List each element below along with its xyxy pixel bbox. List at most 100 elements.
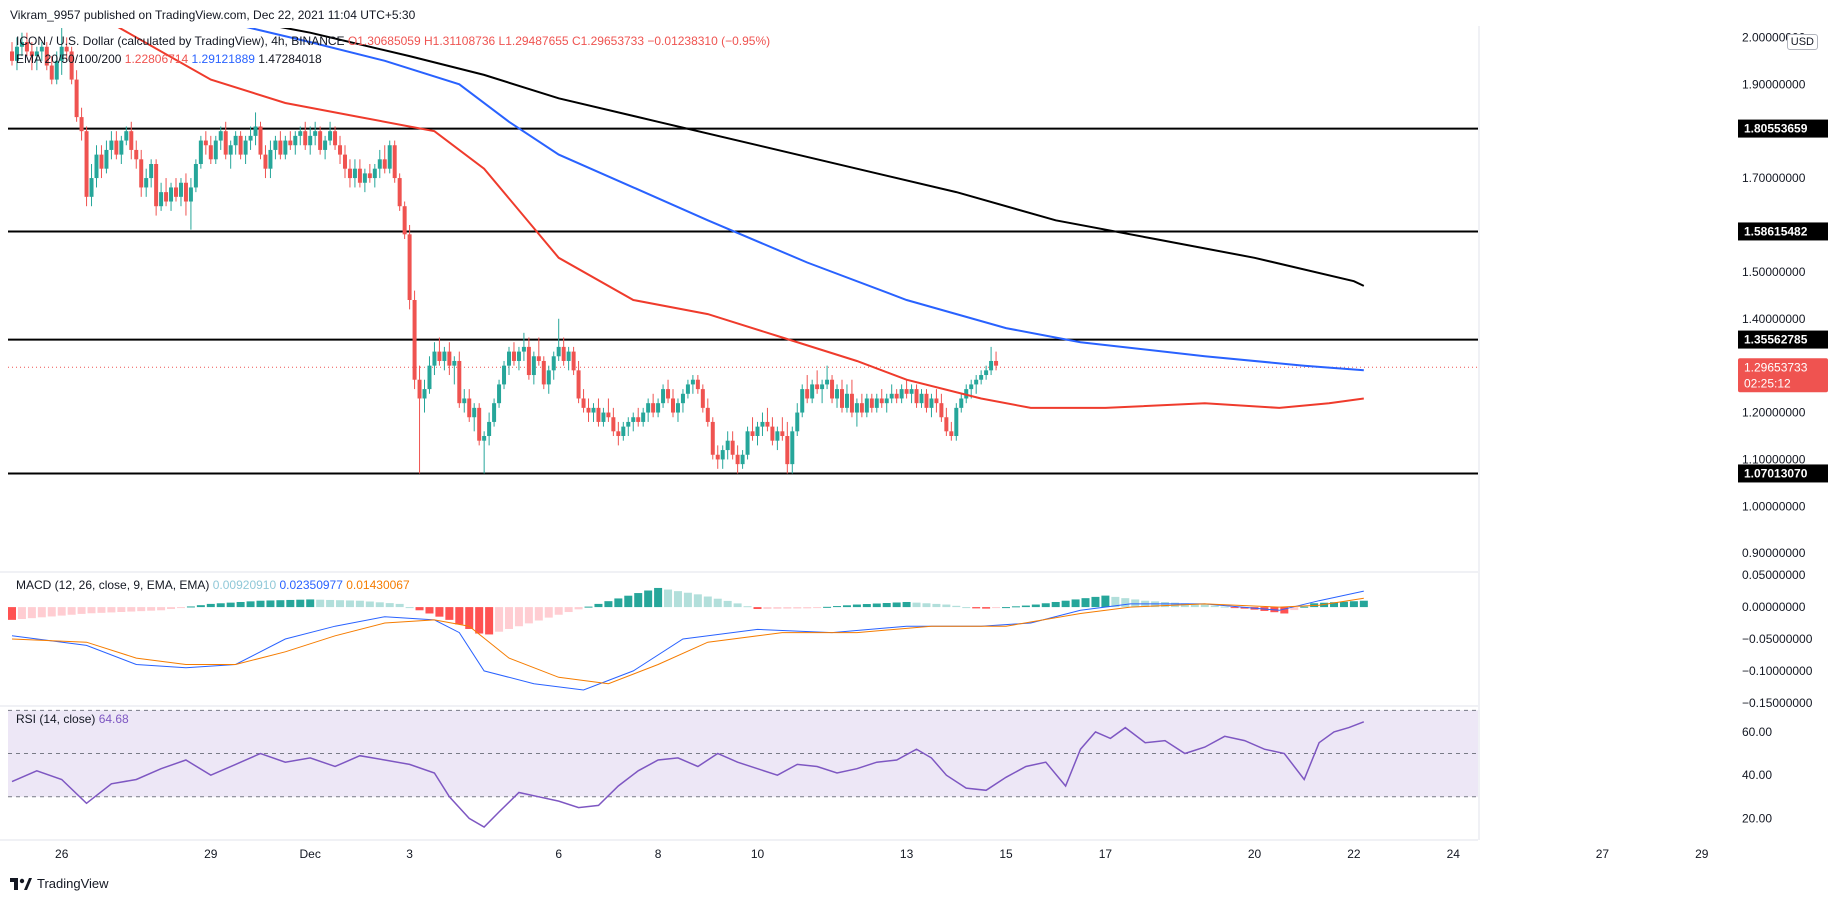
- macd-histogram-bar: [1339, 601, 1348, 608]
- candle-body: [223, 131, 228, 155]
- candle-body: [457, 360, 462, 404]
- candle-body: [467, 398, 472, 418]
- candle-body: [273, 140, 278, 150]
- candle-body: [198, 140, 203, 164]
- candle-body: [909, 389, 914, 394]
- candle-body: [472, 407, 477, 418]
- candle-body: [268, 149, 273, 169]
- candle-body: [521, 346, 526, 352]
- candle-body: [725, 440, 730, 451]
- macd-histogram-bar: [753, 607, 762, 610]
- candle-body: [328, 131, 333, 141]
- macd-histogram-bar: [544, 607, 553, 618]
- macd-histogram-bar: [902, 601, 911, 608]
- macd-histogram-bar: [932, 603, 941, 608]
- candle-body: [795, 412, 800, 432]
- candle-body: [979, 375, 984, 380]
- time-tick-label: 20: [1248, 847, 1262, 861]
- candle-body: [969, 384, 974, 390]
- candle-body: [422, 389, 427, 399]
- macd-histogram-bar: [1161, 601, 1170, 608]
- time-tick-label: 8: [655, 847, 662, 861]
- candle-body: [492, 403, 497, 422]
- candle-body: [432, 351, 437, 366]
- macd-histogram-bar: [37, 607, 46, 618]
- candle-body: [879, 398, 884, 404]
- macd-histogram-bar: [872, 603, 881, 608]
- macd-histogram-bar: [147, 607, 156, 611]
- macd-histogram-bar: [266, 600, 275, 608]
- candle-body: [780, 431, 785, 436]
- candle-body: [397, 178, 402, 207]
- time-tick-label: 10: [751, 847, 765, 861]
- candle-body: [874, 398, 879, 408]
- level-label: 1.35562785: [1744, 333, 1808, 347]
- macd-hist-value: 0.00920910: [212, 578, 277, 592]
- macd-histogram-bar: [1061, 600, 1070, 608]
- candle-body: [989, 360, 994, 371]
- macd-histogram-bar: [793, 607, 802, 609]
- candle-body: [427, 365, 432, 390]
- macd-histogram-bar: [206, 603, 215, 608]
- candle-body: [944, 417, 949, 432]
- candle-body: [586, 407, 591, 413]
- grid: [0, 26, 1480, 841]
- candle-body: [924, 393, 929, 408]
- candle-body: [49, 65, 54, 80]
- time-tick-label: 3: [406, 847, 413, 861]
- macd-histogram-bar: [226, 602, 235, 608]
- macd-histogram-bar: [475, 607, 484, 634]
- macd-histogram-bar: [1121, 598, 1130, 608]
- candle-body: [377, 159, 382, 169]
- candle-body: [452, 360, 457, 366]
- macd-histogram-bar: [336, 600, 345, 608]
- candle-body: [333, 131, 338, 146]
- macd-histogram-bar: [644, 590, 653, 608]
- candle-body: [164, 192, 169, 202]
- currency-badge[interactable]: USD: [1786, 34, 1818, 50]
- candle-body: [715, 454, 720, 460]
- candle-body: [144, 178, 149, 188]
- macd-histogram-bar: [1300, 606, 1309, 608]
- macd-histogram-bar: [415, 607, 424, 611]
- candle-body: [183, 182, 188, 202]
- candle-body: [34, 51, 39, 57]
- macd-histogram-bar: [783, 607, 792, 609]
- macd-histogram-bar: [117, 607, 126, 612]
- macd-histogram-bar: [833, 606, 842, 608]
- candle-body: [94, 154, 99, 179]
- candle-body: [884, 398, 889, 404]
- macd-histogram-bar: [1200, 604, 1209, 608]
- symbol-legend: ICON / U.S. Dollar (calculated by Tradin…: [16, 34, 770, 48]
- candle-body: [352, 168, 357, 179]
- candle-body: [661, 389, 666, 404]
- time-tick-label: 29: [204, 847, 218, 861]
- macd-pane: [8, 587, 1368, 691]
- candle-body: [447, 351, 452, 366]
- macd-histogram-bar: [167, 607, 176, 610]
- macd-histogram-bar: [375, 602, 384, 608]
- rsi-label: RSI (14, close): [16, 712, 96, 726]
- candle-body: [934, 398, 939, 404]
- candle-body: [84, 131, 89, 197]
- candle-body: [889, 393, 894, 399]
- candle-body: [188, 187, 193, 202]
- macd-histogram-bar: [703, 596, 712, 608]
- macd-histogram-bar: [127, 607, 136, 612]
- candle-body: [606, 412, 611, 418]
- candle-body: [407, 234, 412, 300]
- macd-histogram-bar: [87, 607, 96, 614]
- candle-body: [303, 131, 308, 146]
- ohlc-low: L1.29487655: [498, 34, 569, 48]
- macd-histogram-bar: [733, 603, 742, 608]
- rsi-pane: [8, 709, 1478, 828]
- candle-body: [541, 360, 546, 385]
- candle-body: [675, 403, 680, 413]
- candle-body: [531, 356, 536, 376]
- time-tick-label: 6: [555, 847, 562, 861]
- macd-histogram-bar: [972, 607, 981, 609]
- candle-body: [79, 117, 84, 132]
- macd-histogram-bar: [922, 603, 931, 608]
- candle-body: [24, 42, 29, 52]
